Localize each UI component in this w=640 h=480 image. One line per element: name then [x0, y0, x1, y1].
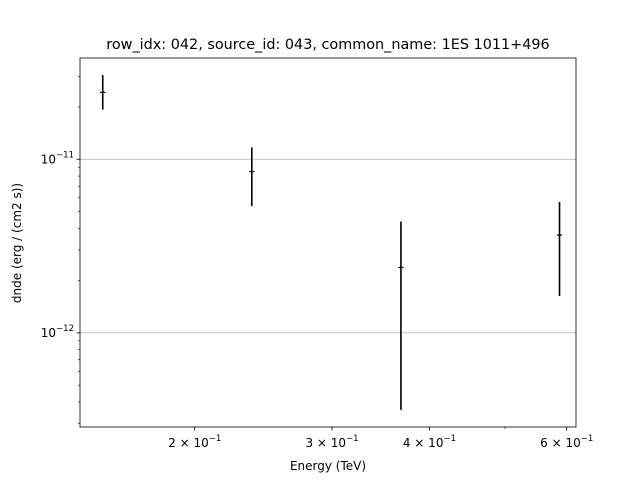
- data-point: [556, 201, 563, 297]
- axis-ticks: 10−11 10−12 2 × 10−1 3 × 10−1 4 × 10−1 6 × 10…: [41, 76, 593, 450]
- data-point: [398, 221, 404, 410]
- data-point: [100, 75, 106, 110]
- y-tick-label: 10−11: [41, 150, 74, 166]
- x-tick-label: 2 × 10−1: [168, 434, 221, 450]
- y-axis-label: dnde (erg / (cm2 s)): [10, 183, 24, 303]
- grid-lines: [80, 158, 576, 334]
- x-axis-label: Energy (TeV): [290, 459, 366, 473]
- x-tick-label: 6 × 10−1: [540, 434, 593, 450]
- x-tick-label: 3 × 10−1: [305, 434, 358, 450]
- error-bars: [100, 75, 563, 410]
- plot-area: [79, 57, 577, 428]
- chart-title: row_idx: 042, source_id: 043, common_nam…: [106, 37, 549, 53]
- data-point: [249, 147, 255, 207]
- y-tick-label: 10−12: [41, 324, 74, 340]
- x-tick-label: 4 × 10−1: [403, 434, 456, 450]
